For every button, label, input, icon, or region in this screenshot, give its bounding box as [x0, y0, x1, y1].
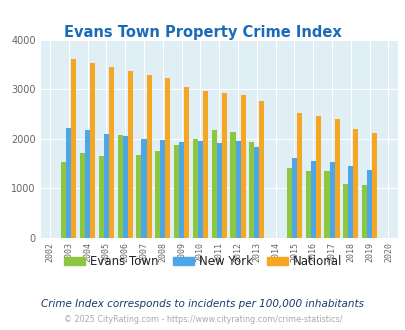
- Bar: [90, 63, 95, 238]
- Bar: [160, 140, 165, 238]
- Bar: [235, 141, 240, 238]
- Bar: [361, 185, 366, 238]
- Bar: [85, 130, 90, 238]
- Bar: [211, 130, 216, 238]
- Bar: [366, 170, 371, 238]
- Bar: [216, 143, 221, 238]
- Bar: [259, 102, 264, 238]
- Bar: [141, 139, 146, 238]
- Bar: [315, 116, 320, 238]
- Text: Crime Index corresponds to incidents per 100,000 inhabitants: Crime Index corresponds to incidents per…: [41, 299, 364, 309]
- Bar: [109, 67, 114, 238]
- Bar: [305, 171, 310, 238]
- Bar: [334, 119, 339, 238]
- Bar: [329, 162, 334, 238]
- Bar: [352, 129, 358, 238]
- Bar: [174, 145, 179, 238]
- Bar: [80, 153, 85, 238]
- Bar: [179, 142, 184, 238]
- Bar: [254, 147, 259, 238]
- Bar: [66, 128, 71, 238]
- Bar: [155, 151, 160, 238]
- Bar: [197, 141, 202, 238]
- Bar: [146, 75, 151, 238]
- Bar: [296, 114, 301, 238]
- Bar: [310, 161, 315, 238]
- Bar: [98, 156, 104, 238]
- Text: Evans Town Property Crime Index: Evans Town Property Crime Index: [64, 25, 341, 40]
- Bar: [221, 93, 226, 238]
- Bar: [286, 168, 291, 238]
- Bar: [240, 95, 245, 238]
- Bar: [122, 136, 128, 238]
- Bar: [184, 87, 189, 238]
- Bar: [291, 158, 296, 238]
- Bar: [136, 155, 141, 238]
- Bar: [230, 132, 235, 238]
- Text: © 2025 CityRating.com - https://www.cityrating.com/crime-statistics/: © 2025 CityRating.com - https://www.city…: [64, 315, 341, 324]
- Bar: [71, 59, 76, 238]
- Bar: [342, 183, 347, 238]
- Bar: [202, 91, 207, 238]
- Bar: [371, 133, 376, 238]
- Bar: [324, 171, 329, 238]
- Bar: [117, 135, 122, 238]
- Bar: [61, 162, 66, 238]
- Bar: [249, 142, 254, 238]
- Bar: [128, 71, 132, 238]
- Legend: Evans Town, New York, National: Evans Town, New York, National: [59, 250, 346, 273]
- Bar: [192, 139, 197, 238]
- Bar: [104, 134, 109, 238]
- Bar: [347, 166, 352, 238]
- Bar: [165, 78, 170, 238]
